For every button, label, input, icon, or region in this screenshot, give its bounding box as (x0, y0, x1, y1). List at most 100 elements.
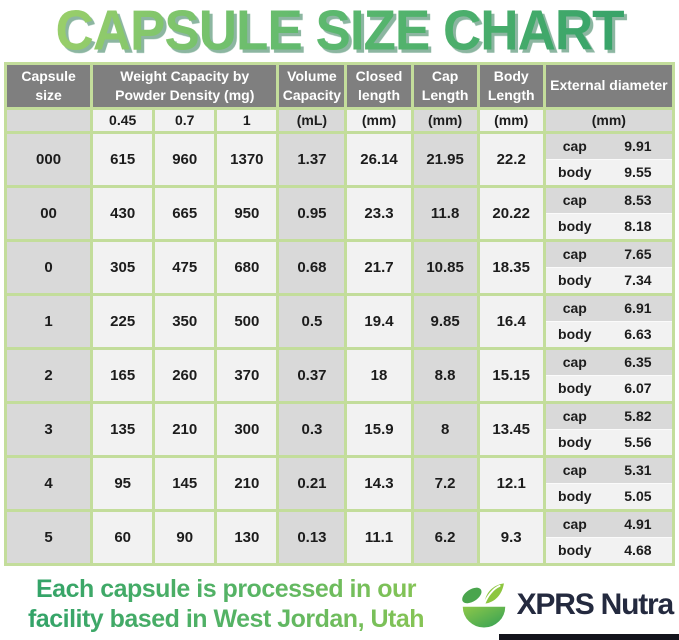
cell-weight-07: 90 (152, 508, 218, 566)
cell-weight-07: 475 (152, 238, 218, 296)
external-body-label: body (558, 488, 592, 505)
brand-lockup: XPRS Nutra (458, 580, 675, 630)
external-cap-label: cap (562, 192, 587, 209)
cell-body-length: 16.4 (476, 292, 546, 350)
external-cap-row: cap 5.31 (547, 459, 671, 484)
cell-cap-length: 6.2 (410, 508, 480, 566)
cell-external-diameter: cap 7.65 body 7.34 (542, 238, 676, 296)
header-body-length: Body Length (476, 62, 546, 110)
cell-weight-1: 1370 (214, 130, 280, 188)
external-body-value: 9.55 (624, 164, 652, 181)
cell-closed-length: 19.4 (344, 292, 414, 350)
cell-size: 0 (3, 238, 94, 296)
cell-closed-length: 11.1 (344, 508, 414, 566)
page-title: CAPSULE SIZE CHART (0, 0, 679, 59)
external-body-label: body (558, 164, 592, 181)
cell-weight-1: 300 (214, 400, 280, 458)
subheader-density-045: 0.45 (90, 106, 156, 134)
external-cap-label: cap (562, 138, 587, 155)
subheader-density-07: 0.7 (152, 106, 218, 134)
external-body-value: 4.68 (624, 542, 652, 559)
header-cap-length: Cap Length (410, 62, 480, 110)
cell-external-diameter: cap 6.35 body 6.07 (542, 346, 676, 404)
cell-external-diameter: cap 6.91 body 6.63 (542, 292, 676, 350)
external-cap-row: cap 8.53 (547, 189, 671, 214)
external-body-row: body 6.07 (547, 375, 671, 400)
table-row: 0 305 475 680 0.68 21.7 10.85 18.35 cap 7… (3, 238, 676, 296)
cell-size: 3 (3, 400, 94, 458)
external-body-label: body (558, 326, 592, 343)
cell-closed-length: 15.9 (344, 400, 414, 458)
external-body-row: body 5.05 (547, 483, 671, 508)
cell-weight-07: 960 (152, 130, 218, 188)
subheader-body-unit: (mm) (476, 106, 546, 134)
cell-external-diameter: cap 5.31 body 5.05 (542, 454, 676, 512)
cell-volume: 0.95 (276, 184, 348, 242)
subheader-closed-unit: (mm) (344, 106, 414, 134)
external-cap-label: cap (562, 246, 587, 263)
cell-body-length: 13.45 (476, 400, 546, 458)
external-body-row: body 8.18 (547, 213, 671, 238)
header-external-diameter: External diameter (542, 62, 676, 110)
cell-volume: 0.5 (276, 292, 348, 350)
cell-weight-1: 950 (214, 184, 280, 242)
cell-cap-length: 21.95 (410, 130, 480, 188)
cell-weight-1: 680 (214, 238, 280, 296)
brand-name: XPRS Nutra (516, 588, 675, 621)
cell-body-length: 12.1 (476, 454, 546, 512)
cell-external-diameter: cap 8.53 body 8.18 (542, 184, 676, 242)
cell-cap-length: 7.2 (410, 454, 480, 512)
cell-weight-045: 95 (90, 454, 156, 512)
cell-weight-07: 260 (152, 346, 218, 404)
header-weight-capacity: Weight Capacity by Powder Density (mg) (90, 62, 280, 110)
external-cap-row: cap 4.91 (547, 513, 671, 538)
cell-closed-length: 23.3 (344, 184, 414, 242)
cell-weight-045: 225 (90, 292, 156, 350)
subheader-empty (3, 106, 94, 134)
external-cap-row: cap 9.91 (547, 135, 671, 160)
cell-volume: 1.37 (276, 130, 348, 188)
external-cap-row: cap 5.82 (547, 405, 671, 430)
cell-external-diameter: cap 4.91 body 4.68 (542, 508, 676, 566)
header-closed-length: Closed length (344, 62, 414, 110)
external-cap-value: 5.82 (624, 408, 652, 425)
cell-weight-1: 370 (214, 346, 280, 404)
external-cap-value: 6.91 (624, 300, 652, 317)
table-row: 00 430 665 950 0.95 23.3 11.8 20.22 cap 8… (3, 184, 676, 242)
cell-size: 000 (3, 130, 94, 188)
external-body-label: body (558, 542, 592, 559)
cell-body-length: 18.35 (476, 238, 546, 296)
cell-volume: 0.37 (276, 346, 348, 404)
cell-body-length: 15.15 (476, 346, 546, 404)
table-row: 000 615 960 1370 1.37 26.14 21.95 22.2 c… (3, 130, 676, 188)
cell-cap-length: 8.8 (410, 346, 480, 404)
header-capsule-size: Capsule size (3, 62, 94, 110)
cell-weight-045: 305 (90, 238, 156, 296)
cell-size: 5 (3, 508, 94, 566)
cell-weight-07: 210 (152, 400, 218, 458)
subheader-cap-unit: (mm) (410, 106, 480, 134)
external-cap-row: cap 6.91 (547, 297, 671, 322)
table-row: 2 165 260 370 0.37 18 8.8 15.15 cap 6.35 … (3, 346, 676, 404)
cell-volume: 0.68 (276, 238, 348, 296)
footer-note: Each capsule is processed in our facilit… (8, 575, 444, 634)
cell-closed-length: 14.3 (344, 454, 414, 512)
table-row: 4 95 145 210 0.21 14.3 7.2 12.1 cap 5.31 … (3, 454, 676, 512)
footer-note-line2: facility based in West Jordan, Utah (27, 604, 425, 633)
external-cap-row: cap 6.35 (547, 351, 671, 376)
cell-weight-045: 430 (90, 184, 156, 242)
cell-cap-length: 11.8 (410, 184, 480, 242)
external-body-value: 6.63 (624, 326, 652, 343)
external-body-value: 5.05 (624, 488, 652, 505)
external-body-value: 8.18 (624, 218, 652, 235)
external-body-row: body 6.63 (547, 321, 671, 346)
external-cap-value: 7.65 (624, 246, 652, 263)
header-volume-capacity: Volume Capacity (276, 62, 348, 110)
external-body-row: body 9.55 (547, 159, 671, 184)
leaf-bowl-icon (461, 583, 505, 628)
subheader-volume-unit: (mL) (276, 106, 348, 134)
external-cap-value: 4.91 (624, 516, 652, 533)
table-row: 3 135 210 300 0.3 15.9 8 13.45 cap 5.82 b… (3, 400, 676, 458)
cell-closed-length: 18 (344, 346, 414, 404)
